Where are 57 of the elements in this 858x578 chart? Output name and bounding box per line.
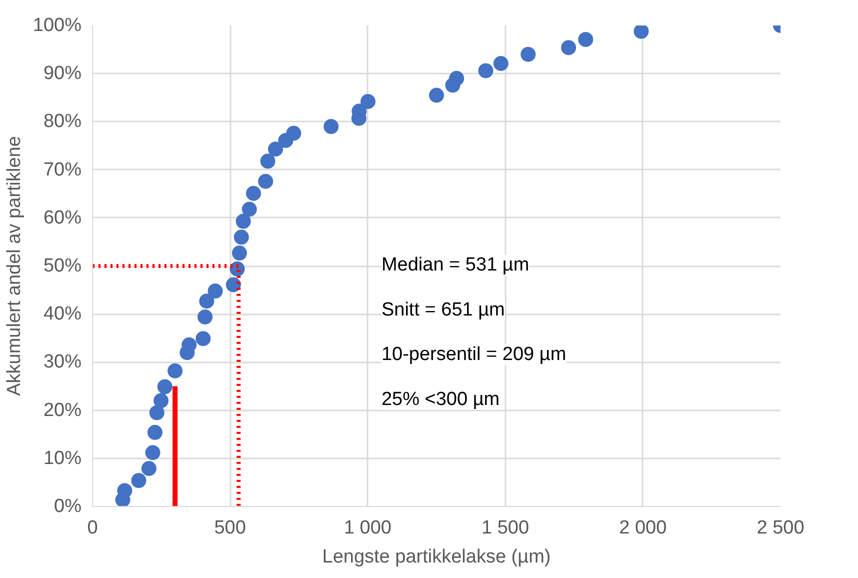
point <box>286 126 302 141</box>
point <box>360 94 376 109</box>
point <box>520 46 536 62</box>
y-tick-label: 30% <box>43 352 82 373</box>
point <box>147 424 162 440</box>
point <box>182 337 197 352</box>
y-tick-label: 20% <box>43 400 82 421</box>
x-tick-label: 2 500 <box>756 518 804 538</box>
x-tick-label: 500 <box>214 518 246 538</box>
annotation: Median = 531 µm <box>381 254 530 276</box>
x-tick-label: 0 <box>87 518 98 538</box>
x-axis-title: Lengste partikkelakse (µm) <box>322 546 551 568</box>
point <box>578 32 594 47</box>
annotation: 10-persentil = 209 µm <box>381 344 566 366</box>
y-axis-title: Akkumulert andel av partiklene <box>4 136 25 396</box>
point <box>154 393 169 408</box>
y-tick-label: 90% <box>43 63 82 84</box>
point <box>258 174 274 189</box>
point <box>117 483 132 498</box>
point <box>157 379 172 394</box>
point <box>208 284 223 298</box>
y-tick-label: 80% <box>43 111 82 132</box>
y-tick-label: 10% <box>43 448 82 469</box>
point <box>429 88 444 103</box>
x-tick-label: 2 000 <box>619 518 667 538</box>
point <box>131 473 146 488</box>
point <box>198 310 213 324</box>
point <box>268 142 284 157</box>
point <box>226 277 241 292</box>
y-tick-label: 60% <box>43 207 82 228</box>
point <box>561 40 576 56</box>
point <box>236 214 251 229</box>
point <box>324 119 339 134</box>
y-tick-label: 40% <box>43 304 82 325</box>
point <box>199 294 214 309</box>
annotation: 25% <300 µm <box>381 388 500 410</box>
point <box>149 405 164 420</box>
y-tick-label: 100% <box>32 15 82 36</box>
point <box>168 363 183 378</box>
point <box>242 202 257 217</box>
y-tick-label: 50% <box>43 256 82 276</box>
point <box>449 70 464 86</box>
x-tick-label: 1 000 <box>344 518 392 538</box>
point <box>196 331 211 346</box>
point <box>478 63 494 78</box>
point <box>634 26 649 39</box>
point <box>234 230 249 245</box>
annotation: Snitt = 651 µm <box>381 299 505 320</box>
point <box>260 154 276 169</box>
y-tick-label: 70% <box>43 159 82 180</box>
point <box>493 56 508 71</box>
x-tick-label: 1 500 <box>482 518 530 538</box>
y-tick-label: 0% <box>54 496 82 517</box>
point <box>246 186 261 201</box>
point <box>145 445 160 460</box>
point <box>232 246 247 260</box>
point <box>141 461 156 476</box>
